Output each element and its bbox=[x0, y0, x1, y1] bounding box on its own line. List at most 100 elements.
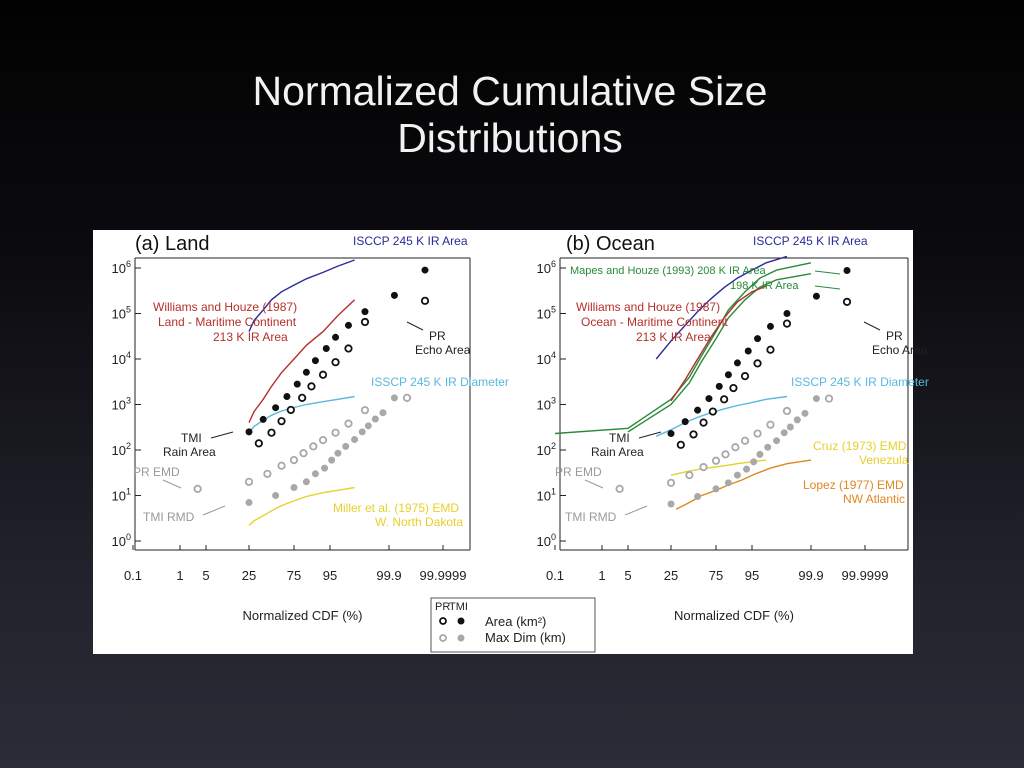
pr-echo-label: Echo Area bbox=[415, 343, 471, 357]
x-tick-label: 99.9 bbox=[798, 568, 823, 583]
williams-label: Williams and Houze (1987) bbox=[576, 300, 720, 314]
williams-label: Land - Maritime Continent bbox=[158, 315, 297, 329]
legend-pr-area-marker bbox=[439, 617, 447, 625]
series-point-9 bbox=[750, 458, 758, 466]
series-point-7 bbox=[843, 267, 851, 275]
williams-label: Ocean - Maritime Continent bbox=[581, 315, 728, 329]
series-point-7 bbox=[681, 418, 689, 426]
x-tick-label: 25 bbox=[242, 568, 256, 583]
land-panel: (a) Land 100 101 102 103 104 105 106 0.1 1 5 25 75 95… bbox=[112, 233, 509, 623]
series-point-8 bbox=[720, 395, 729, 404]
y-tick-label: 104 bbox=[537, 350, 556, 367]
pr-arrow bbox=[863, 321, 881, 331]
series-point-7 bbox=[344, 419, 353, 428]
series-point-9 bbox=[801, 409, 809, 417]
series-line-1 bbox=[554, 262, 812, 435]
y-tick-label: 104 bbox=[112, 350, 131, 367]
series-point-7 bbox=[724, 371, 732, 379]
series-point-5 bbox=[277, 417, 286, 426]
series-point-10 bbox=[731, 443, 740, 452]
series-point-4 bbox=[361, 308, 369, 316]
slide-title-line2: Distributions bbox=[397, 115, 623, 161]
x-tick-label: 0.1 bbox=[124, 568, 142, 583]
tmi-rain-label: Rain Area bbox=[591, 445, 644, 459]
cruz-region-label: Venezula bbox=[859, 453, 909, 467]
tmi-rain-label: Rain Area bbox=[163, 445, 216, 459]
series-point-8 bbox=[708, 407, 717, 416]
isscp-diameter-label: ISSCP 245 K IR Diameter bbox=[371, 375, 509, 389]
series-point-9 bbox=[812, 395, 820, 403]
series-point-7 bbox=[244, 477, 254, 486]
series-point-7 bbox=[812, 292, 820, 300]
series-point-6 bbox=[334, 449, 342, 457]
series-point-4 bbox=[283, 392, 291, 400]
series-point-5 bbox=[267, 428, 276, 437]
series-point-6 bbox=[371, 415, 379, 423]
series-point-7 bbox=[309, 442, 318, 451]
x-axis-label: Normalized CDF (%) bbox=[243, 608, 363, 623]
williams-label: 213 K IR Area bbox=[213, 330, 288, 344]
x-tick-label: 25 bbox=[664, 568, 678, 583]
panel-label: (a) Land bbox=[135, 233, 210, 255]
series-point-5 bbox=[298, 393, 307, 402]
series-point-6 bbox=[272, 492, 280, 499]
legend-area-label: Area (km²) bbox=[485, 614, 546, 629]
x-axis-label: Normalized CDF (%) bbox=[674, 608, 794, 623]
x-tick-label: 75 bbox=[287, 568, 301, 583]
isccp-area-label: ISCCP 245 K IR Area bbox=[753, 234, 868, 248]
series-point-6 bbox=[379, 409, 387, 417]
tmi-rmd-arrow bbox=[202, 505, 226, 516]
series-point-4 bbox=[421, 266, 429, 274]
series-line-3 bbox=[670, 285, 767, 402]
y-tick-label: 105 bbox=[112, 305, 131, 322]
y-tick-label: 105 bbox=[537, 305, 556, 322]
series-point-7 bbox=[277, 461, 286, 470]
series-point-5 bbox=[307, 382, 316, 391]
series-point-6 bbox=[245, 499, 253, 507]
tmi-arrow bbox=[210, 431, 234, 439]
series-point-10 bbox=[782, 406, 792, 416]
series-point-8 bbox=[842, 297, 852, 306]
x-tick-label: 99.9999 bbox=[420, 568, 467, 583]
tmi-rmd-arrow bbox=[624, 505, 648, 516]
series-point-9 bbox=[786, 423, 794, 431]
series-point-6 bbox=[364, 422, 372, 430]
series-point-5 bbox=[331, 358, 340, 367]
x-tick-label: 95 bbox=[745, 568, 759, 583]
legend-tmi-area-marker bbox=[457, 617, 465, 625]
pr-emd-label: PR EMD bbox=[133, 465, 180, 479]
series-point-6 bbox=[321, 464, 329, 472]
panel-label: (b) Ocean bbox=[566, 233, 655, 255]
series-point-10 bbox=[753, 429, 762, 438]
series-point-9 bbox=[773, 437, 781, 445]
tmi-label: TMI bbox=[181, 431, 202, 445]
series-point-7 bbox=[783, 310, 791, 317]
tmi-rmd-label: TMI RMD bbox=[565, 510, 617, 524]
slide-title-line1: Normalized Cumulative Size bbox=[252, 68, 768, 114]
slide-title: Normalized Cumulative Size Distributions bbox=[120, 68, 900, 162]
series-line-4 bbox=[655, 395, 788, 437]
series-point-9 bbox=[724, 479, 732, 487]
series-point-7 bbox=[715, 382, 723, 390]
series-point-5 bbox=[318, 370, 328, 379]
pr-label: PR bbox=[886, 329, 903, 343]
miller-label: Miller et al. (1975) EMD bbox=[333, 501, 459, 515]
y-tick-label: 106 bbox=[112, 259, 131, 276]
pr-emd-arrow bbox=[584, 479, 604, 489]
legend-header-tmi: TMI bbox=[449, 601, 468, 613]
y-tick-label: 103 bbox=[537, 396, 556, 413]
cumulative-size-figure: (a) Land 100 101 102 103 104 105 106 0.1 1 5 25 75 95… bbox=[112, 233, 929, 653]
series-point-4 bbox=[332, 333, 340, 341]
series-point-4 bbox=[302, 368, 310, 376]
series-point-7 bbox=[402, 393, 412, 402]
series-point-6 bbox=[290, 483, 298, 491]
y-tick-label: 101 bbox=[537, 487, 556, 504]
x-tick-label: 75 bbox=[709, 568, 723, 583]
series-point-7 bbox=[289, 455, 299, 465]
pr-echo-label: Echo Area bbox=[872, 343, 928, 357]
x-tick-label: 0.1 bbox=[546, 568, 564, 583]
series-point-8 bbox=[676, 440, 685, 449]
series-point-10 bbox=[721, 450, 730, 459]
series-point-4 bbox=[293, 380, 301, 388]
series-line-3 bbox=[248, 486, 355, 526]
